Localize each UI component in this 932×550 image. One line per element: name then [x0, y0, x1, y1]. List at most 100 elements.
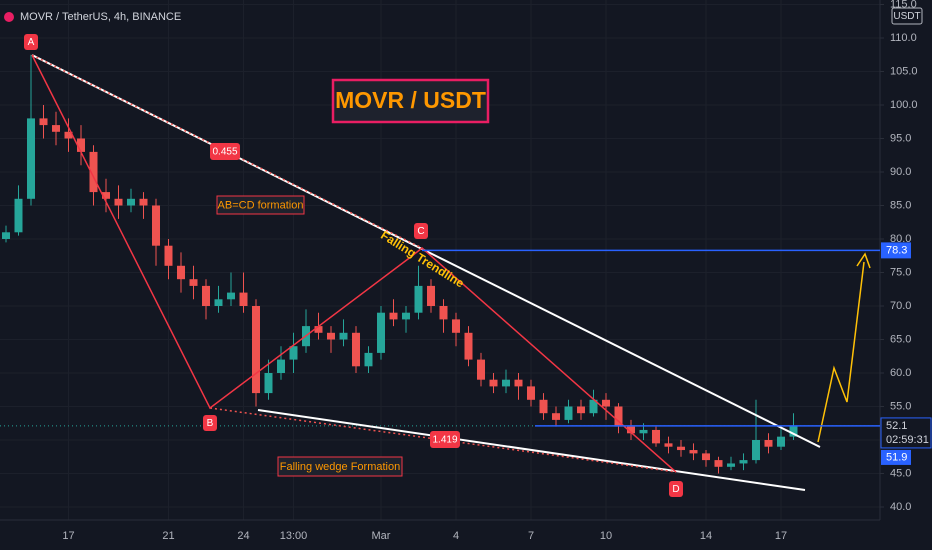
- y-tick-label: 70.0: [890, 300, 911, 312]
- candle-body: [14, 198, 23, 233]
- candle-body: [139, 198, 148, 206]
- candle-body: [102, 192, 110, 199]
- x-tick-label: 17: [775, 530, 787, 542]
- candle-body: [427, 285, 435, 306]
- point-label: D: [672, 484, 679, 495]
- candle-body: [339, 332, 348, 340]
- arrow-head: [856, 252, 871, 269]
- point-box: [414, 223, 428, 239]
- point-box: [203, 415, 217, 431]
- candle-body: [477, 359, 485, 380]
- candle-body: [2, 232, 10, 239]
- x-tick-label: 13:00: [280, 530, 308, 542]
- candle-body: [727, 463, 735, 467]
- candle-body: [89, 151, 98, 193]
- candle-body: [27, 118, 35, 199]
- candle-body: [377, 312, 385, 353]
- y-tick-label: 115.0: [890, 0, 917, 10]
- level-box: [881, 242, 911, 259]
- candle-body: [327, 332, 335, 340]
- candle-body: [52, 125, 60, 132]
- candle-body: [714, 460, 723, 467]
- candle-body: [164, 245, 173, 266]
- y-tick-label: 90.0: [890, 166, 911, 178]
- y-tick-label: 55.0: [890, 400, 911, 412]
- currency: USDT: [893, 11, 920, 22]
- current-price-label: 52.1: [886, 420, 907, 432]
- wedge-box: [277, 456, 403, 477]
- header: MOVR / TetherUS, 4h, BINANCE: [20, 11, 181, 23]
- point-box: [669, 481, 683, 497]
- candle-body: [602, 399, 610, 407]
- abcd-path: [31, 54, 677, 473]
- candle-body: [552, 413, 560, 420]
- x-tick-label: 21: [162, 530, 174, 542]
- candle-body: [352, 332, 360, 367]
- candle-body: [539, 399, 548, 414]
- candle-body: [764, 440, 773, 447]
- candle-body: [64, 131, 73, 139]
- candle-body: [389, 312, 398, 320]
- point-label: A: [28, 37, 35, 48]
- x-tick-label: 10: [600, 530, 612, 542]
- projection-arrow: [817, 261, 865, 443]
- y-tick-label: 80.0: [890, 233, 911, 245]
- y-tick-label: 100.0: [890, 99, 918, 111]
- fib-label: 1.419: [432, 435, 457, 446]
- fib-label: 0.455: [212, 147, 237, 158]
- candle-body: [577, 406, 585, 414]
- bid-box: [881, 449, 911, 465]
- candle-body: [439, 305, 448, 320]
- candle-body: [664, 443, 673, 447]
- candle-body: [202, 285, 210, 306]
- fib-box: [210, 143, 240, 160]
- candle-body: [739, 460, 748, 464]
- price-axis: 40.045.050.055.060.065.070.075.080.085.0…: [0, 0, 918, 542]
- point-label: C: [417, 226, 424, 237]
- candle-body: [464, 332, 473, 360]
- candle-body: [252, 305, 260, 394]
- x-tick-label: 17: [62, 530, 74, 542]
- candle-body: [264, 372, 273, 394]
- title-box: [331, 78, 490, 124]
- lower-trendline: [257, 409, 806, 491]
- candle-body: [152, 205, 160, 246]
- y-tick-label: 40.0: [890, 501, 911, 513]
- candle-body: [452, 319, 460, 333]
- symbol-icon: [4, 12, 14, 22]
- candle-body: [214, 299, 223, 306]
- candle-body: [39, 118, 48, 126]
- point-label: B: [207, 418, 214, 429]
- candle-body: [627, 426, 635, 434]
- candle-body: [514, 379, 523, 387]
- price-box: [880, 417, 932, 449]
- candle-body: [314, 326, 323, 333]
- candle-body: [527, 386, 535, 400]
- x-tick-label: 14: [700, 530, 712, 542]
- candle-body: [652, 429, 660, 444]
- candle-body: [502, 379, 510, 387]
- x-tick-label: 7: [528, 530, 534, 542]
- countdown-label: 02:59:31: [886, 434, 929, 446]
- point-box: [24, 34, 38, 50]
- x-tick-label: 24: [237, 530, 249, 542]
- candle-body: [77, 138, 85, 152]
- abcd-box: [216, 195, 305, 215]
- candle-body: [702, 453, 710, 461]
- candles: [2, 54, 798, 474]
- candle-body: [189, 279, 198, 286]
- candle-body: [402, 312, 410, 320]
- y-tick-label: 60.0: [890, 367, 911, 379]
- y-tick-label: 95.0: [890, 132, 911, 144]
- level-label: 78.3: [886, 244, 907, 256]
- candle-body: [777, 436, 785, 447]
- wedge-label: Falling wedge Formation: [280, 461, 400, 473]
- candle-body: [114, 198, 123, 206]
- candle-body: [789, 425, 798, 437]
- candle-body: [752, 440, 760, 461]
- candle-body: [589, 399, 598, 414]
- title: MOVR / USDT: [335, 87, 486, 113]
- candle-body: [489, 379, 498, 387]
- candle-body: [127, 198, 135, 206]
